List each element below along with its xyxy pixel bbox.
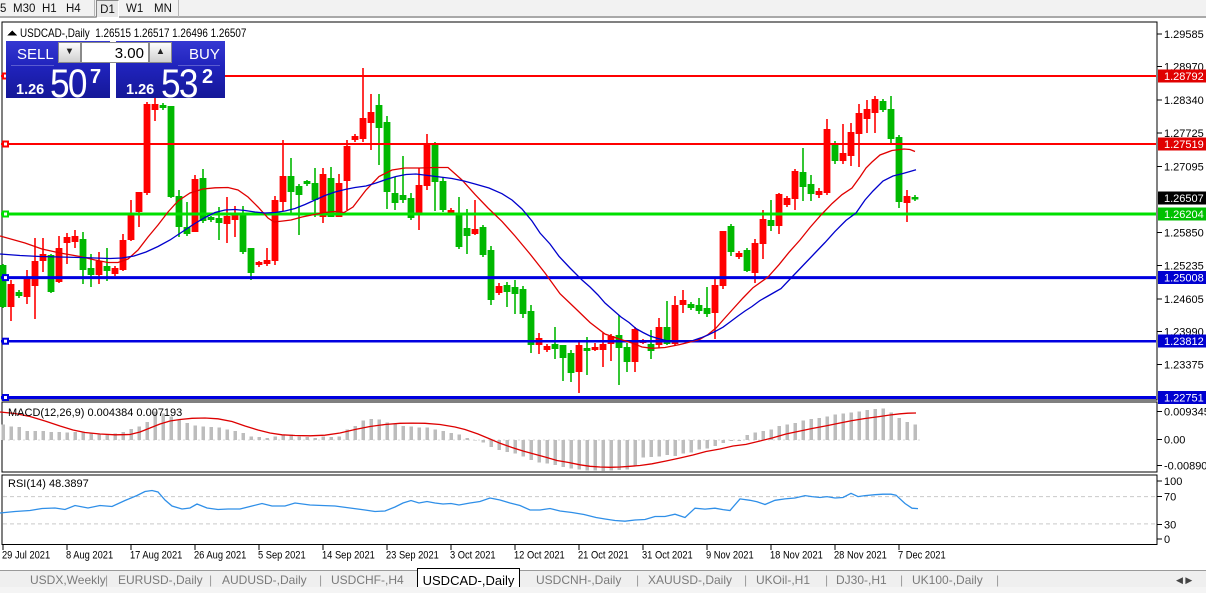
svg-text:26 Aug 2021: 26 Aug 2021 bbox=[194, 550, 247, 562]
svg-text:5 Sep 2021: 5 Sep 2021 bbox=[258, 550, 306, 562]
svg-text:1.23375: 1.23375 bbox=[1164, 359, 1204, 371]
svg-text:14 Sep 2021: 14 Sep 2021 bbox=[322, 550, 375, 562]
svg-text:30: 30 bbox=[1164, 519, 1176, 531]
svg-text:1.25235: 1.25235 bbox=[1164, 260, 1204, 272]
svg-text:1.26507: 1.26507 bbox=[1164, 193, 1204, 205]
svg-text:31 Oct 2021: 31 Oct 2021 bbox=[642, 550, 693, 562]
svg-text:0.009345: 0.009345 bbox=[1164, 407, 1206, 419]
svg-text:3 Oct 2021: 3 Oct 2021 bbox=[450, 550, 496, 562]
svg-text:-0.008902: -0.008902 bbox=[1164, 461, 1206, 473]
svg-text:70: 70 bbox=[1164, 492, 1176, 504]
svg-text:RSI(14) 48.3897: RSI(14) 48.3897 bbox=[8, 478, 89, 490]
svg-text:29 Jul 2021: 29 Jul 2021 bbox=[2, 550, 51, 562]
svg-text:12 Oct 2021: 12 Oct 2021 bbox=[514, 550, 565, 562]
svg-text:1.28340: 1.28340 bbox=[1164, 95, 1204, 107]
svg-text:1.23812: 1.23812 bbox=[1164, 336, 1204, 348]
svg-text:1.25850: 1.25850 bbox=[1164, 228, 1204, 240]
svg-text:28 Nov 2021: 28 Nov 2021 bbox=[834, 550, 887, 562]
svg-text:1.26204: 1.26204 bbox=[1164, 209, 1204, 221]
svg-text:8 Aug 2021: 8 Aug 2021 bbox=[66, 550, 114, 562]
svg-text:17 Aug 2021: 17 Aug 2021 bbox=[130, 550, 183, 562]
svg-text:1.22751: 1.22751 bbox=[1164, 393, 1204, 405]
svg-text:18 Nov 2021: 18 Nov 2021 bbox=[770, 550, 823, 562]
svg-text:0: 0 bbox=[1164, 534, 1170, 546]
svg-text:0.00: 0.00 bbox=[1164, 435, 1185, 447]
svg-text:1.27519: 1.27519 bbox=[1164, 139, 1204, 151]
svg-text:USDCAD-,Daily 1.26515 1.26517: USDCAD-,Daily 1.26515 1.26517 1.26496 1.… bbox=[20, 27, 246, 40]
svg-text:1.28792: 1.28792 bbox=[1164, 71, 1204, 83]
svg-text:100: 100 bbox=[1164, 476, 1182, 488]
svg-text:1.27095: 1.27095 bbox=[1164, 161, 1204, 173]
svg-text:1.24605: 1.24605 bbox=[1164, 294, 1204, 306]
svg-text:21 Oct 2021: 21 Oct 2021 bbox=[578, 550, 629, 562]
svg-text:7 Dec 2021: 7 Dec 2021 bbox=[898, 550, 946, 562]
svg-text:MACD(12,26,9) 0.004384 0.00719: MACD(12,26,9) 0.004384 0.007193 bbox=[8, 407, 182, 419]
svg-text:1.29585: 1.29585 bbox=[1164, 29, 1204, 41]
svg-text:1.25008: 1.25008 bbox=[1164, 273, 1204, 285]
svg-text:23 Sep 2021: 23 Sep 2021 bbox=[386, 550, 439, 562]
svg-text:1.27725: 1.27725 bbox=[1164, 128, 1204, 140]
svg-text:9 Nov 2021: 9 Nov 2021 bbox=[706, 550, 754, 562]
